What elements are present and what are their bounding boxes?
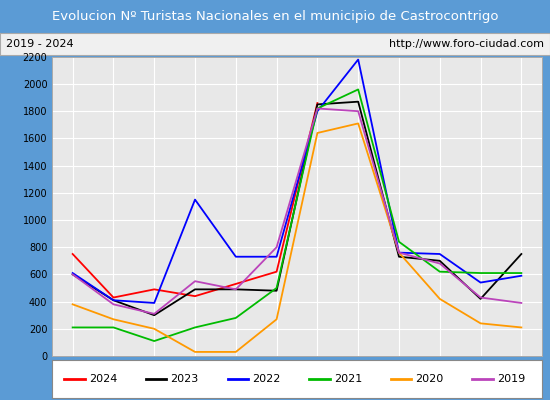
Text: Evolucion Nº Turistas Nacionales en el municipio de Castrocontrigo: Evolucion Nº Turistas Nacionales en el m…	[52, 10, 498, 23]
Text: 2019 - 2024: 2019 - 2024	[6, 39, 73, 49]
Text: http://www.foro-ciudad.com: http://www.foro-ciudad.com	[389, 39, 544, 49]
Text: 2019: 2019	[497, 374, 525, 384]
Text: 2021: 2021	[334, 374, 362, 384]
Text: 2022: 2022	[252, 374, 280, 384]
Text: 2020: 2020	[415, 374, 443, 384]
Text: 2024: 2024	[89, 374, 117, 384]
Text: 2023: 2023	[170, 374, 199, 384]
